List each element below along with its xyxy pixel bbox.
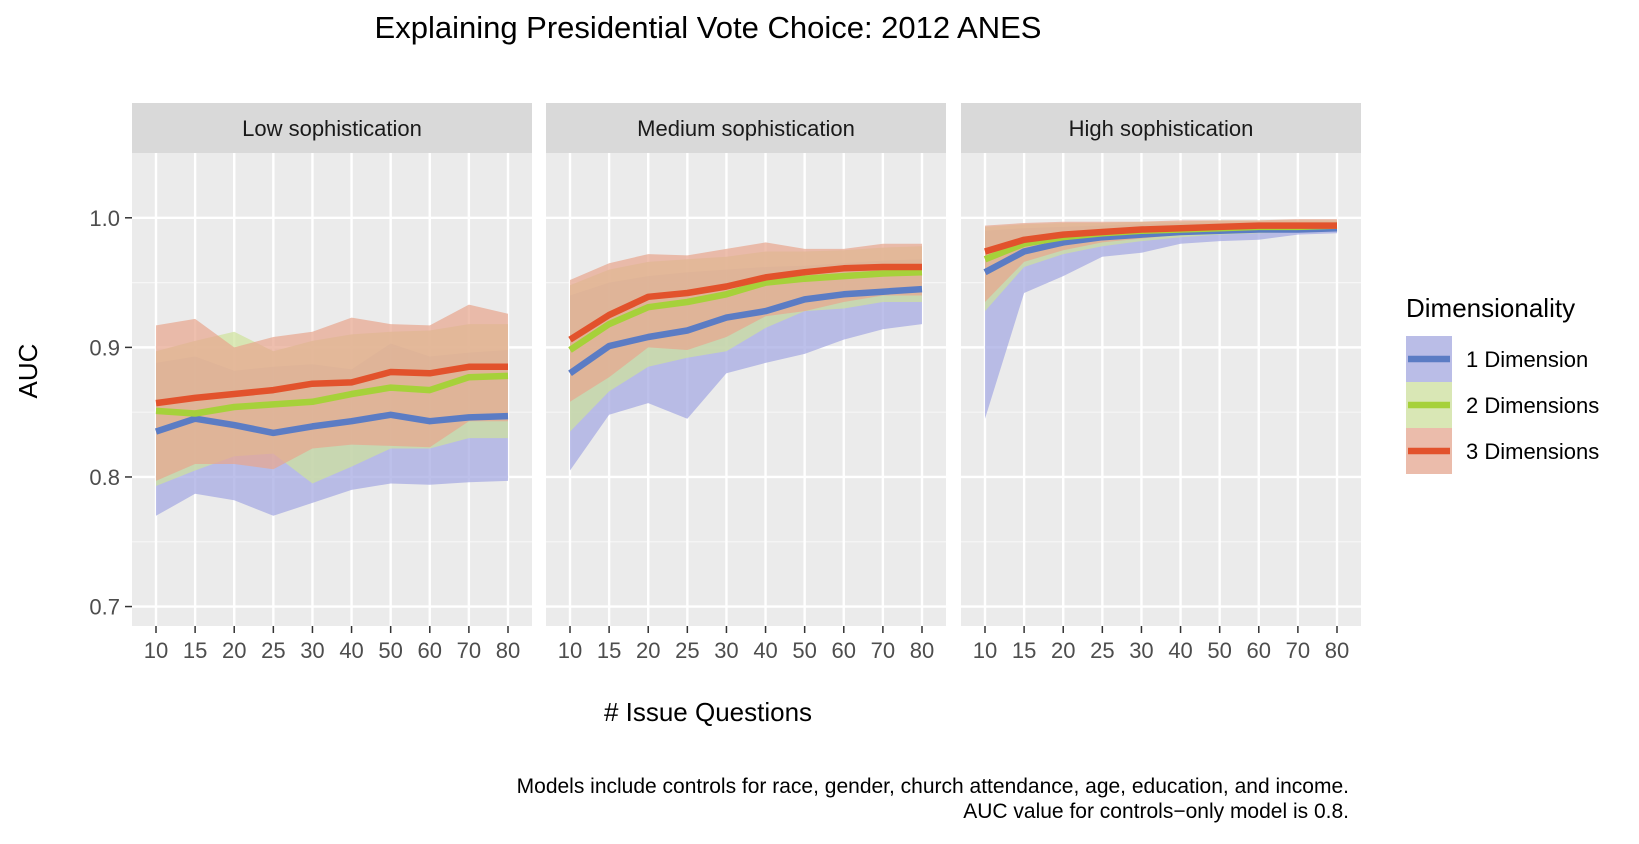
x-tick-label: 40 (753, 638, 777, 663)
facet-panel: Medium sophistication 10 15 20 25 30 40 50 60 70 8… (546, 103, 946, 663)
y-tick-label: 0.8 (89, 465, 120, 490)
series-line (155, 363, 508, 407)
x-tick-label: 15 (1012, 638, 1036, 663)
facet-panel: High sophistication 10 15 20 25 30 40 50 60 70 80 (961, 103, 1361, 663)
x-tick-label: 25 (261, 638, 285, 663)
series-line (568, 263, 922, 343)
x-tick-label: 50 (378, 638, 402, 663)
y-axis-title: AUC (13, 344, 43, 399)
x-tick-label: 80 (496, 638, 520, 663)
caption-line: Models include controls for race, gender… (517, 775, 1349, 798)
x-tick-label: 30 (1129, 638, 1153, 663)
x-tick-label: 20 (636, 638, 660, 663)
legend-label: 1 Dimension (1466, 347, 1588, 372)
x-tick-label: 15 (597, 638, 621, 663)
legend-title: Dimensionality (1406, 293, 1575, 323)
y-tick-label: 0.9 (89, 335, 120, 360)
legend-item: 1 Dimension (1406, 336, 1588, 382)
facet-strip (546, 103, 946, 153)
x-tick-label: 30 (300, 638, 324, 663)
x-tick-label: 70 (871, 638, 895, 663)
confidence-band (985, 221, 1337, 419)
facet-strip-label: Low sophistication (242, 116, 422, 141)
x-tick-label: 10 (144, 638, 168, 663)
x-tick-label: 25 (1090, 638, 1114, 663)
legend-label: 3 Dimensions (1466, 439, 1599, 464)
x-tick-label: 80 (1325, 638, 1349, 663)
x-tick-label: 80 (910, 638, 934, 663)
x-tick-label: 60 (1247, 638, 1271, 663)
series-line (984, 222, 1337, 255)
x-axis-title: # Issue Questions (604, 697, 812, 727)
x-tick-label: 15 (183, 638, 207, 663)
x-tick-label: 10 (973, 638, 997, 663)
x-tick-label: 20 (222, 638, 246, 663)
legend-item: 3 Dimensions (1406, 428, 1599, 474)
series-line (155, 372, 509, 417)
chart-title: Explaining Presidential Vote Choice: 201… (375, 10, 1042, 45)
x-tick-label: 25 (675, 638, 699, 663)
facet-strip (961, 103, 1361, 153)
y-tick-label: 1.0 (89, 206, 120, 231)
legend-label: 2 Dimensions (1466, 393, 1599, 418)
legend-item: 2 Dimensions (1406, 382, 1599, 428)
facet-panel: Low sophistication 10 15 20 25 30 40 50 60 70 80 (132, 103, 532, 663)
caption-line: AUC value for controls−only model is 0.8… (963, 800, 1349, 823)
x-tick-label: 70 (457, 638, 481, 663)
x-tick-label: 50 (1207, 638, 1231, 663)
series-line (568, 285, 923, 376)
x-tick-label: 30 (714, 638, 738, 663)
y-tick-label: 0.7 (89, 595, 120, 620)
confidence-band (570, 242, 922, 402)
x-tick-label: 60 (832, 638, 856, 663)
x-tick-label: 10 (558, 638, 582, 663)
facet-strip-label: High sophistication (1069, 116, 1254, 141)
x-tick-label: 40 (1168, 638, 1192, 663)
series-line (154, 411, 509, 437)
x-tick-label: 50 (792, 638, 816, 663)
facet-strip (132, 103, 532, 153)
x-tick-label: 40 (339, 638, 363, 663)
confidence-band (156, 304, 508, 481)
x-tick-label: 20 (1051, 638, 1075, 663)
x-tick-label: 60 (418, 638, 442, 663)
x-tick-label: 70 (1286, 638, 1310, 663)
facet-strip-label: Medium sophistication (637, 116, 855, 141)
series-line (568, 268, 923, 353)
